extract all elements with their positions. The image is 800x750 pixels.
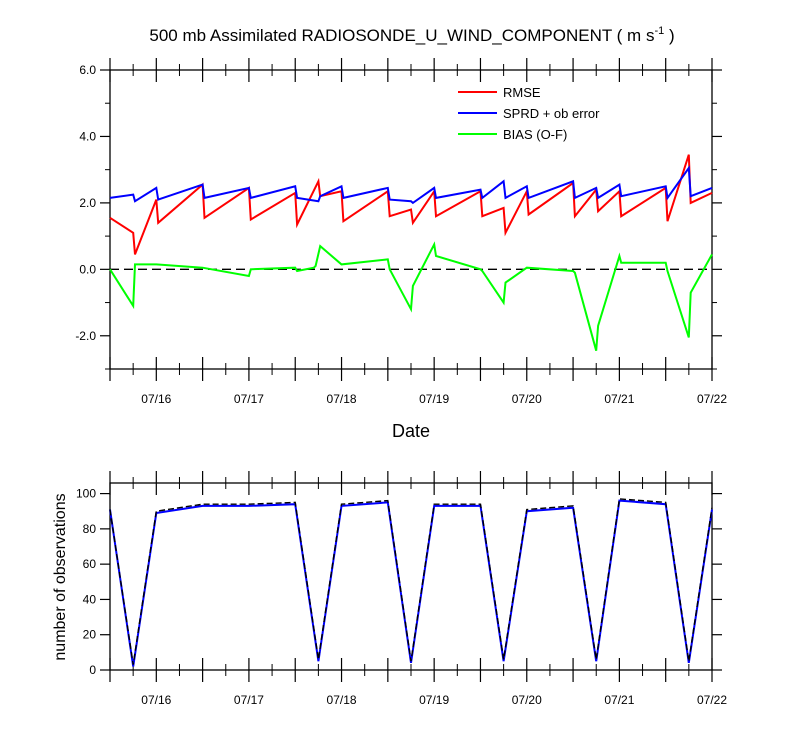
top-xtick-label: 07/18 <box>327 392 357 406</box>
bottom-ytick-label: 80 <box>83 522 97 536</box>
bottom-plot-frame <box>109 482 713 671</box>
bottom-xtick-label: 07/20 <box>512 693 542 707</box>
top-ytick-label: 4.0 <box>79 129 96 143</box>
bottom-ytick-label: 40 <box>83 592 97 606</box>
bottom-xtick-label: 07/19 <box>419 693 449 707</box>
bottom-ytick-label: 20 <box>83 628 97 642</box>
top-ytick-label: -2.0 <box>75 329 96 343</box>
legend: RMSE SPRD + ob error BIAS (O-F) <box>458 85 600 142</box>
bottom-xtick-label: 07/21 <box>604 693 634 707</box>
bottom-series-group <box>109 498 713 667</box>
bottom-axis-ticks: 0 20 40 60 80 100 07/16 07/17 07/18 07/19 07/20 07/… <box>76 471 727 707</box>
chart-title: 500 mb Assimilated RADIOSONDE_U_WIND_COM… <box>149 25 674 45</box>
bottom-xtick-label: 07/17 <box>234 693 264 707</box>
top-ytick-label: 6.0 <box>79 63 96 77</box>
top-xtick-label: 07/21 <box>604 392 634 406</box>
legend-label-rmse: RMSE <box>503 85 541 100</box>
top-axis-ticks: -2.0 0.0 2.0 4.0 6.0 07/16 07/17 07/18 07/19 07/2… <box>75 58 727 406</box>
bottom-xtick-label: 07/22 <box>697 693 727 707</box>
bottom-ytick-label: 100 <box>76 487 96 501</box>
top-ytick-label: 2.0 <box>79 196 96 210</box>
top-ytick-label: 0.0 <box>79 262 96 276</box>
top-xtick-label: 07/22 <box>697 392 727 406</box>
series-line-possible-observations <box>109 498 713 665</box>
top-chart-panel: -2.0 0.0 2.0 4.0 6.0 07/16 07/17 07/18 07/19 07/2… <box>75 58 727 406</box>
bottom-xtick-label: 07/18 <box>327 693 357 707</box>
series-line-sprd-ob-error <box>109 165 713 205</box>
top-plot-frame <box>109 69 713 370</box>
bottom-ytick-label: 0 <box>89 663 96 677</box>
series-line-rmse <box>109 154 713 255</box>
top-series-group <box>109 154 713 351</box>
legend-label-bias-o-f: BIAS (O-F) <box>503 127 567 142</box>
top-xtick-label: 07/16 <box>141 392 171 406</box>
bottom-chart-panel: 0 20 40 60 80 100 07/16 07/17 07/18 07/19 07/20 07/… <box>76 471 727 707</box>
top-xtick-label: 07/19 <box>419 392 449 406</box>
x-axis-label: Date <box>392 421 430 441</box>
bottom-xtick-label: 07/16 <box>141 693 171 707</box>
bottom-ytick-label: 60 <box>83 557 97 571</box>
top-xtick-label: 07/20 <box>512 392 542 406</box>
top-xtick-label: 07/17 <box>234 392 264 406</box>
y-axis-label: number of observations <box>52 493 69 660</box>
series-line-bias-o-f <box>109 241 713 351</box>
legend-label-sprd-ob-error: SPRD + ob error <box>503 106 600 121</box>
series-line-used-observations <box>109 499 713 667</box>
